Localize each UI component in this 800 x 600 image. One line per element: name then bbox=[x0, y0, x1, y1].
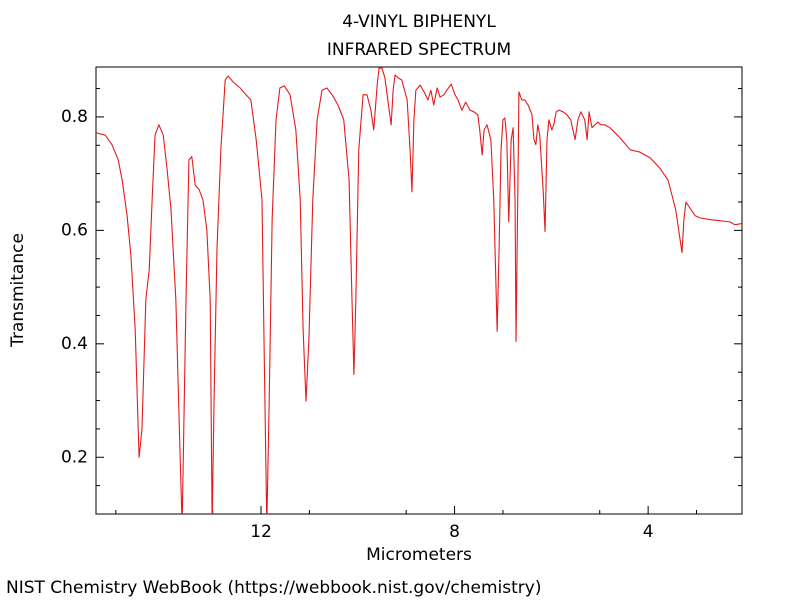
y-tick-label: 0.4 bbox=[61, 334, 88, 354]
y-tick-label: 0.6 bbox=[61, 220, 88, 240]
plot-frame bbox=[95, 66, 743, 515]
y-tick-label: 0.8 bbox=[61, 107, 88, 127]
x-tick-label: 12 bbox=[250, 522, 272, 542]
y-axis-label: Transmitance bbox=[8, 233, 28, 348]
x-tick-label: 8 bbox=[449, 522, 460, 542]
x-tick-label: 4 bbox=[643, 522, 654, 542]
chart-subtitle: INFRARED SPECTRUM bbox=[327, 40, 511, 60]
caption: NIST Chemistry WebBook (https://webbook.… bbox=[6, 578, 541, 598]
x-axis-label: Micrometers bbox=[366, 545, 472, 565]
y-tick-label: 0.2 bbox=[61, 447, 88, 467]
chart-title: 4-VINYL BIPHENYL bbox=[342, 12, 496, 32]
spectrum-line bbox=[96, 67, 742, 514]
